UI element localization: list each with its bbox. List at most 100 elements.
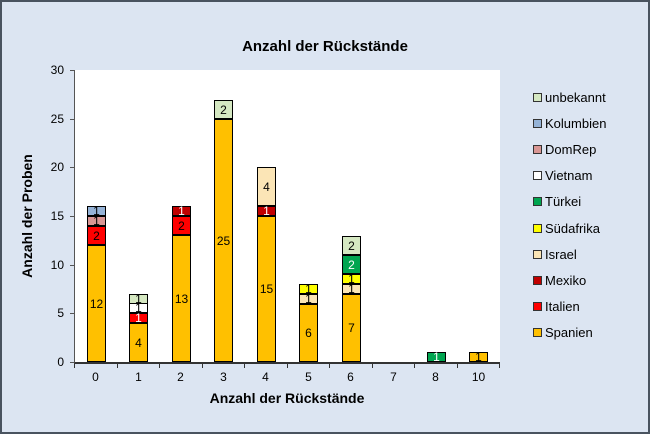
bar-segment-value: 1 xyxy=(178,204,185,218)
bar-segment-value: 2 xyxy=(220,102,227,117)
x-tick xyxy=(457,364,458,368)
legend-color-swatch-icon xyxy=(533,171,542,181)
bar-segment-Spanien-5: 6 xyxy=(299,304,318,362)
y-tick-label: 20 xyxy=(50,160,64,174)
legend-label: Israel xyxy=(545,246,577,262)
bar-segment-value: 15 xyxy=(259,282,274,296)
legend-item-Kolumbien: Kolumbien xyxy=(533,110,606,136)
y-tick-label: 30 xyxy=(50,63,64,77)
bar-segment-value: 1 xyxy=(348,272,355,286)
x-tick-label: 1 xyxy=(135,370,142,384)
x-tick xyxy=(287,364,288,368)
y-tick xyxy=(70,216,74,217)
y-axis-title: Anzahl der Proben xyxy=(19,154,35,278)
bar-segment-value: 1 xyxy=(135,311,142,325)
bar-segment-value: 1 xyxy=(433,350,440,364)
bar-segment-Spanien-3: 25 xyxy=(214,119,233,362)
bar-segment-value: 1 xyxy=(93,214,100,228)
legend-color-swatch-icon xyxy=(533,197,542,207)
y-tick xyxy=(70,362,74,363)
bar-segment-value: 2 xyxy=(178,218,185,233)
legend-item-Spanien: Spanien xyxy=(533,320,606,346)
bar-segment-value: 4 xyxy=(135,335,142,350)
legend-color-swatch-icon xyxy=(533,118,542,128)
x-tick-label: 2 xyxy=(177,370,184,384)
x-tick-label: 10 xyxy=(471,370,486,384)
legend: unbekannt Kolumbien DomRep Vietnam Türkei Süd… xyxy=(533,84,606,346)
x-tick xyxy=(329,364,330,368)
bar-segment-value: 1 xyxy=(93,204,100,218)
bar-segment-Spanien-2: 13 xyxy=(172,235,191,362)
legend-item-unbekannt: unbekannt xyxy=(533,84,606,110)
x-tick-label: 8 xyxy=(432,370,439,384)
bar-segment-value: 2 xyxy=(348,238,355,253)
legend-item-Israel: Israel xyxy=(533,241,606,267)
x-tick xyxy=(499,364,500,368)
legend-item-Mexiko: Mexiko xyxy=(533,267,606,293)
bar-segment-value: 2 xyxy=(93,228,100,243)
bar-segment-value: 12 xyxy=(89,296,104,311)
bar-segment-Italien-2: 2 xyxy=(172,216,191,235)
bar-segment-Mexiko-2: 1 xyxy=(172,204,191,218)
x-tick xyxy=(414,364,415,368)
legend-color-swatch-icon xyxy=(533,275,542,285)
x-tick-label: 0 xyxy=(92,370,99,384)
bar-segment-Italien-1: 1 xyxy=(129,311,148,325)
y-tick xyxy=(70,70,74,71)
bar-segment-unbekannt-6: 2 xyxy=(342,236,361,255)
x-tick-label: 7 xyxy=(390,370,397,384)
x-tick xyxy=(202,364,203,368)
x-tick xyxy=(372,364,373,368)
y-tick-label: 0 xyxy=(57,355,64,369)
bar-segment-Spanien-10: 1 xyxy=(469,350,488,364)
legend-label: unbekannt xyxy=(545,89,606,105)
x-tick xyxy=(244,364,245,368)
legend-label: Spanien xyxy=(545,325,593,341)
legend-item-DomRep: DomRep xyxy=(533,136,606,162)
legend-item-Vietnam: Vietnam xyxy=(533,163,606,189)
legend-color-swatch-icon xyxy=(533,144,542,154)
bar-segment-Südafrika-6: 1 xyxy=(342,272,361,286)
bar-segment-Spanien-1: 4 xyxy=(129,323,148,362)
legend-label: Türkei xyxy=(545,194,582,210)
x-tick-label: 4 xyxy=(262,370,269,384)
bar-segment-Türkei-8: 1 xyxy=(427,350,446,364)
bar-segment-value: 25 xyxy=(216,233,231,248)
x-tick xyxy=(117,364,118,368)
bar-segment-Spanien-0: 12 xyxy=(87,245,106,362)
bar-segment-Israel-6: 1 xyxy=(342,282,361,296)
legend-label: Kolumbien xyxy=(545,115,607,131)
bar-segment-Israel-5: 1 xyxy=(299,293,318,305)
bar-segment-value: 7 xyxy=(348,321,355,335)
x-tick xyxy=(159,364,160,368)
chart-title: Anzahl der Rückstände xyxy=(242,38,408,55)
x-tick-label: 3 xyxy=(220,370,227,384)
legend-color-swatch-icon xyxy=(533,223,542,233)
legend-color-swatch-icon xyxy=(533,302,542,312)
legend-label: Vietnam xyxy=(545,168,593,184)
bar-segment-value: 1 xyxy=(263,204,270,218)
bar-segment-value: 2 xyxy=(348,257,355,272)
legend-label: DomRep xyxy=(545,141,597,157)
x-tick-label: 6 xyxy=(347,370,354,384)
y-tick-label: 15 xyxy=(50,209,64,223)
bar-segment-DomRep-0: 1 xyxy=(87,214,106,228)
bar-segment-Spanien-4: 15 xyxy=(257,216,276,362)
bar-segment-value: 1 xyxy=(475,350,482,364)
y-tick-label: 5 xyxy=(57,306,64,320)
legend-label: Italien xyxy=(545,299,580,315)
bar-segment-Südafrika-5: 1 xyxy=(299,282,318,296)
bar-segment-value: 1 xyxy=(348,282,355,296)
y-tick xyxy=(70,167,74,168)
bar-segment-value: 1 xyxy=(135,292,142,306)
y-tick-label: 25 xyxy=(50,112,64,126)
legend-item-Türkei: Türkei xyxy=(533,189,606,215)
bar-segment-value: 13 xyxy=(174,291,189,306)
bar-segment-Spanien-6: 7 xyxy=(342,294,361,362)
bar-segment-Italien-0: 2 xyxy=(87,226,106,245)
y-tick xyxy=(70,119,74,120)
bar-segment-value: 1 xyxy=(305,282,312,296)
bar-segment-value: 6 xyxy=(305,326,312,340)
plot-area: 12 2 1 1 4 1 1 1 13 2 1 25 2 15 1 4 6 1 1 7 1 1 2 2 1 1 xyxy=(74,70,500,364)
